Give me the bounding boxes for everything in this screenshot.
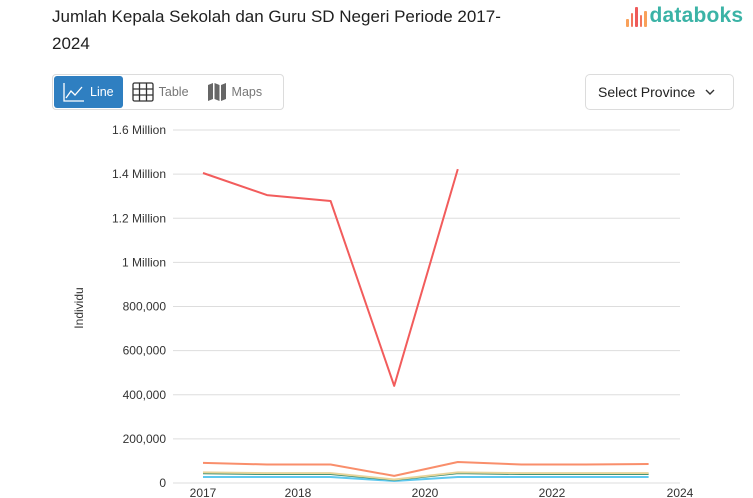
y-tick-label: 200,000 <box>123 432 167 446</box>
logo-text: databoks <box>649 4 744 27</box>
chart-title: Jumlah Kepala Sekolah dan Guru SD Negeri… <box>52 7 501 53</box>
series-line[interactable] <box>202 168 459 387</box>
province-select-value: Select Province <box>598 84 696 100</box>
y-tick-label: 1.2 Million <box>112 211 166 225</box>
series-line[interactable] <box>203 476 649 482</box>
chevron-down-icon <box>705 89 715 95</box>
y-tick-label: 0 <box>159 476 166 490</box>
y-tick-label: 1 Million <box>122 255 166 269</box>
x-tick-label: 2022 <box>539 486 566 498</box>
x-tick-label: 2018 <box>285 486 312 498</box>
line-chart-icon <box>63 83 84 102</box>
line-chart: 0 200,000 400,000 600,000 800,000 1 Million 1.… <box>112 123 694 498</box>
bar-signal-icon <box>626 5 647 27</box>
y-tick-label: 400,000 <box>123 388 167 402</box>
tab-table-label: Table <box>158 85 189 99</box>
x-tick-label: 2020 <box>412 486 439 498</box>
map-icon <box>207 83 226 101</box>
series-line[interactable] <box>202 461 649 477</box>
series-line[interactable] <box>202 471 649 481</box>
y-tick-label: 1.6 Million <box>112 123 166 137</box>
tab-maps[interactable]: Maps <box>198 76 272 108</box>
y-axis-label: Individu <box>72 287 86 329</box>
x-tick-label: 2024 <box>667 486 694 498</box>
y-tick-label: 600,000 <box>123 344 167 358</box>
y-tick-label: 800,000 <box>123 300 167 314</box>
tab-line[interactable]: Line <box>54 76 123 108</box>
x-tick-label: 2017 <box>190 486 217 498</box>
y-tick-label: 1.4 Million <box>112 167 166 181</box>
view-switch: Line Table Maps <box>52 74 284 110</box>
tab-table[interactable]: Table <box>123 76 198 108</box>
table-grid-icon <box>131 82 154 102</box>
tab-maps-label: Maps <box>231 85 263 99</box>
databoks-logo[interactable]: databoks <box>626 3 743 29</box>
province-select[interactable]: Select Province <box>585 74 734 110</box>
tab-line-label: Line <box>90 85 114 99</box>
